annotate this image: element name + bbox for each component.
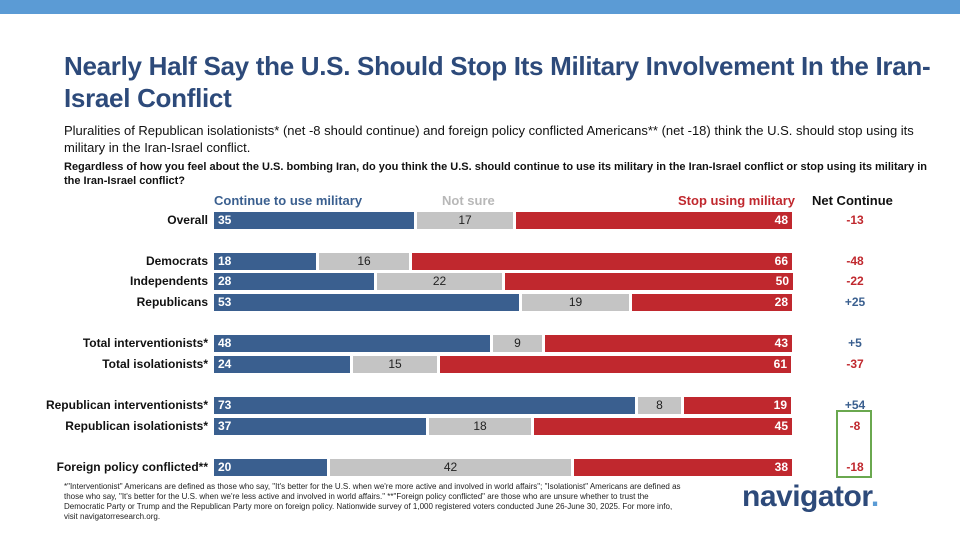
- bar-stop-independents: 50: [505, 273, 793, 290]
- navigator-logo: navigator.: [742, 480, 879, 514]
- bar-continue-foreign-policy-conflicted: 20: [214, 459, 327, 476]
- top-accent-band: [0, 0, 960, 14]
- bar-unsure-republican-interventionists: 8: [638, 397, 681, 414]
- bar-stop-republican-isolationists: 45: [534, 418, 792, 435]
- net-continue-foreign-policy-conflicted: -18: [846, 460, 864, 474]
- row-label-total-interventionists: Total interventionists*: [82, 336, 208, 350]
- footnote: *"Interventionist" Americans are defined…: [64, 482, 681, 521]
- net-continue-total-interventionists: +5: [848, 336, 862, 350]
- row-label-democrats: Democrats: [145, 254, 208, 268]
- net-continue-independents: -22: [846, 274, 864, 288]
- bar-stop-foreign-policy-conflicted: 38: [574, 459, 792, 476]
- legend-not-sure: Not sure: [442, 193, 495, 208]
- net-continue-democrats: -48: [846, 254, 864, 268]
- subtitle: Pluralities of Republican isolationists*…: [64, 123, 914, 155]
- row-label-overall: Overall: [167, 213, 208, 227]
- bar-stop-republican-interventionists: 19: [684, 397, 791, 414]
- legend-continue: Continue to use military: [214, 193, 363, 208]
- bar-continue-total-interventionists: 48: [214, 335, 490, 352]
- bar-continue-democrats: 18: [214, 253, 316, 270]
- bar-unsure-total-isolationists: 15: [353, 356, 437, 373]
- row-label-independents: Independents: [129, 274, 208, 288]
- bar-unsure-overall: 17: [417, 212, 513, 229]
- logo-text: navigator: [742, 480, 871, 513]
- bar-unsure-republican-isolationists: 18: [429, 418, 531, 435]
- bar-stop-republicans: 28: [632, 294, 792, 311]
- net-continue-republicans: +25: [844, 295, 866, 309]
- row-label-republican-interventionists: Republican interventionists*: [45, 398, 208, 412]
- row-label-foreign-policy-conflicted: Foreign policy conflicted**: [56, 460, 208, 474]
- net-continue-republican-isolationists: -8: [849, 419, 861, 433]
- bar-continue-independents: 28: [214, 273, 374, 290]
- survey-question: Regardless of how you feel about the U.S…: [64, 161, 927, 187]
- legend-stop: Stop using military: [678, 193, 796, 208]
- row-label-republicans: Republicans: [136, 295, 208, 309]
- net-continue-republican-interventionists: +54: [844, 398, 866, 412]
- bar-stop-overall: 48: [516, 212, 792, 229]
- bar-continue-republican-isolationists: 37: [214, 418, 426, 435]
- logo-dot: .: [870, 480, 879, 513]
- bar-continue-republicans: 53: [214, 294, 519, 311]
- row-label-republican-isolationists: Republican isolationists*: [65, 419, 208, 433]
- row-label-total-isolationists: Total isolationists*: [102, 357, 208, 371]
- page-title: Nearly Half Say the U.S. Should Stop Its…: [64, 51, 931, 113]
- bar-continue-total-isolationists: 24: [214, 356, 350, 373]
- bar-stop-total-interventionists: 43: [545, 335, 792, 352]
- bar-unsure-total-interventionists: 9: [493, 335, 542, 352]
- net-continue-total-isolationists: -37: [846, 357, 864, 371]
- bar-stop-democrats: 66: [412, 253, 792, 270]
- bar-continue-overall: 35: [214, 212, 414, 229]
- legend-net-continue: Net Continue: [812, 193, 893, 208]
- net-continue-overall: -13: [846, 213, 864, 227]
- bar-unsure-republicans: 19: [522, 294, 629, 311]
- bar-stop-total-isolationists: 61: [440, 356, 791, 373]
- bar-continue-republican-interventionists: 73: [214, 397, 635, 414]
- bar-unsure-independents: 22: [377, 273, 502, 290]
- net-highlight-box: [836, 410, 872, 478]
- bar-unsure-democrats: 16: [319, 253, 409, 270]
- bar-unsure-foreign-policy-conflicted: 42: [330, 459, 571, 476]
